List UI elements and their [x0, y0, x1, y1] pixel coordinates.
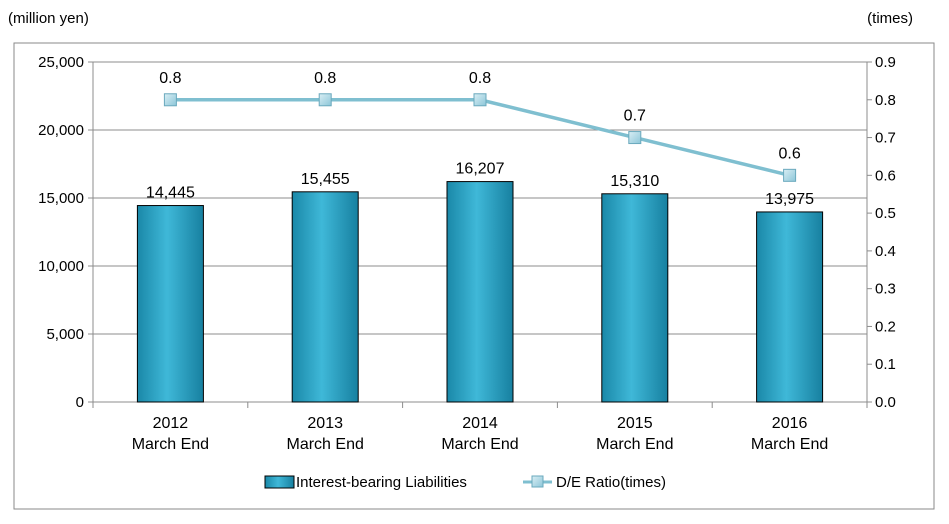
bar-3: [601, 193, 669, 403]
line-series: 0.8 0.8 0.8 0.7 0.6: [159, 70, 801, 182]
line-marker-3: [628, 131, 642, 145]
bar-value-label-2: 16,207: [456, 161, 505, 178]
left-tick-label-2: 10,000: [38, 258, 84, 275]
line-marker-2: [473, 93, 487, 107]
line-value-label-4: 0.6: [778, 145, 800, 162]
left-axis: 0 5,000 10,000 15,000 20,000 25,000: [38, 54, 93, 411]
category-label-3-0: 2015: [617, 415, 653, 432]
legend-line-marker: [531, 475, 544, 488]
right-tick-label-4: 0.4: [875, 243, 896, 260]
left-tick-label-4: 20,000: [38, 122, 84, 139]
right-tick-label-0: 0.0: [875, 394, 896, 411]
bar-value-label-4: 13,975: [765, 191, 814, 208]
right-axis: 0.0 0.1 0.2 0.3 0.4 0.5 0.6 0.7 0.8 0.9: [867, 54, 896, 411]
category-label-0-0: 2012: [153, 415, 189, 432]
left-axis-unit-label: (million yen): [8, 10, 89, 27]
bar-value-label-1: 15,455: [301, 171, 350, 188]
right-tick-label-9: 0.9: [875, 54, 896, 71]
line-marker-1: [318, 93, 332, 107]
right-tick-label-6: 0.6: [875, 167, 896, 184]
right-tick-label-3: 0.3: [875, 281, 896, 298]
category-label-2-1: March End: [441, 436, 518, 453]
bar-series: 14,445 15,455 16,207 15,310 13,975: [136, 161, 824, 403]
category-label-0-1: March End: [132, 436, 209, 453]
line-value-label-0: 0.8: [159, 70, 181, 87]
right-tick-label-1: 0.1: [875, 356, 896, 373]
bar-value-label-0: 14,445: [146, 185, 195, 202]
line-marker-4: [783, 168, 797, 182]
legend-line-label: D/E Ratio(times): [556, 474, 666, 491]
left-tick-label-1: 5,000: [46, 326, 84, 343]
category-label-1-0: 2013: [307, 415, 343, 432]
right-axis-unit-label: (times): [867, 10, 913, 27]
category-label-3-1: March End: [596, 436, 673, 453]
left-tick-label-3: 15,000: [38, 190, 84, 207]
bar-4: [756, 211, 824, 403]
line-value-label-2: 0.8: [469, 70, 491, 87]
bar-0: [136, 205, 204, 403]
line-value-label-1: 0.8: [314, 70, 336, 87]
right-tick-label-8: 0.8: [875, 92, 896, 109]
left-tick-label-0: 0: [76, 394, 84, 411]
legend-bar-swatch: [264, 475, 295, 489]
right-tick-label-7: 0.7: [875, 130, 896, 147]
right-tick-label-5: 0.5: [875, 205, 896, 222]
category-axis: 2012 March End 2013 March End 2014 March End 2…: [92, 402, 868, 453]
bar-value-label-3: 15,310: [610, 173, 659, 190]
line-marker-0: [163, 93, 177, 107]
category-label-2-0: 2014: [462, 415, 498, 432]
category-label-1-1: March End: [287, 436, 364, 453]
legend: Interest-bearing Liabilities D/E Ratio(t…: [264, 474, 666, 491]
bar-2: [446, 181, 514, 403]
category-label-4-1: March End: [751, 436, 828, 453]
right-tick-label-2: 0.2: [875, 318, 896, 335]
bar-1: [291, 191, 359, 403]
category-label-4-0: 2016: [772, 415, 808, 432]
chart-frame: [13, 42, 935, 510]
line-value-label-3: 0.7: [624, 108, 646, 125]
legend-bar-label: Interest-bearing Liabilities: [296, 474, 467, 491]
left-tick-label-5: 25,000: [38, 54, 84, 71]
